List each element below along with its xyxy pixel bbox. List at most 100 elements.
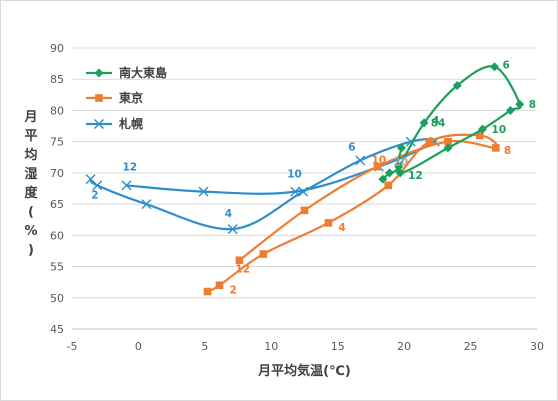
data-point-square <box>425 137 434 146</box>
month-label: 10 <box>492 124 507 136</box>
month-label: 4 <box>338 222 345 234</box>
month-label: 6 <box>348 141 355 153</box>
data-point-square <box>235 256 244 265</box>
x-axis-title: 月平均気温(℃) <box>257 363 351 379</box>
month-label: 12 <box>122 161 137 173</box>
x-tick-label: 30 <box>530 340 544 353</box>
x-tick-label: 25 <box>464 340 478 353</box>
data-point-diamond <box>394 162 404 172</box>
month-label: 2 <box>91 189 98 201</box>
data-point-diamond <box>385 168 395 178</box>
legend-item: 南大東島 <box>86 65 167 80</box>
data-point-x-stroke <box>290 186 301 197</box>
month-label: 4 <box>225 208 232 220</box>
data-point-x <box>290 186 301 197</box>
y-tick-labels: 45 50 55 60 65 70 75 80 85 90 <box>50 42 64 336</box>
y-tick-label: 85 <box>50 73 64 86</box>
legend-item: 東京 <box>86 90 143 105</box>
data-point-x <box>227 224 238 235</box>
month-label: 2 <box>229 284 236 296</box>
series-group <box>85 62 525 296</box>
overlap-label: 20 <box>394 156 409 168</box>
series-square <box>203 131 500 296</box>
data-point-x-stroke <box>141 199 152 210</box>
month-label: 8 <box>529 99 536 111</box>
data-point-x <box>355 155 366 166</box>
legend-label: 札幌 <box>118 116 143 131</box>
x-tick-labels: -5 0 5 10 15 20 25 30 <box>67 340 544 353</box>
legend-label: 南大東島 <box>119 65 167 80</box>
y-tick-label: 60 <box>50 229 64 242</box>
data-point-x-stroke <box>94 119 104 129</box>
data-point-x-stroke <box>227 224 238 235</box>
data-point-x <box>198 186 209 197</box>
x-tick-label: 10 <box>264 340 278 353</box>
y-tick-label: 50 <box>50 292 64 305</box>
data-point-diamond <box>515 99 525 109</box>
data-point-square <box>215 281 224 290</box>
y-axis-title-char: 湿 <box>24 167 37 182</box>
series-x <box>85 136 440 235</box>
data-point-x-stroke <box>92 180 103 191</box>
data-point-diamond <box>489 62 499 72</box>
data-point-x-stroke <box>85 174 96 185</box>
y-tick-label: 80 <box>50 104 64 117</box>
x-tick-label: 20 <box>397 340 411 353</box>
data-point-square <box>259 250 268 258</box>
data-point-diamond <box>395 168 405 178</box>
data-point-x <box>94 119 104 129</box>
data-point-diamond <box>443 143 453 153</box>
y-tick-label: 70 <box>50 167 64 180</box>
month-label: 8 <box>504 145 511 157</box>
y-axis-title-char: ( <box>28 205 34 220</box>
data-point-x-stroke <box>355 155 366 166</box>
data-point-diamond <box>94 68 104 78</box>
month-label: 12 <box>235 263 250 275</box>
data-point-x-stroke <box>298 186 309 197</box>
x-tick-label: 5 <box>201 340 208 353</box>
data-point-x-stroke <box>198 186 209 197</box>
month-label: 4 <box>432 115 439 127</box>
data-point-square <box>373 162 382 171</box>
series-line <box>89 137 437 231</box>
data-point-diamond <box>378 174 388 184</box>
data-point-x <box>141 199 152 210</box>
month-label: 12 <box>408 170 423 182</box>
legend-item: 札幌 <box>86 116 143 131</box>
data-point-diamond <box>452 80 462 90</box>
data-point-x-stroke <box>121 180 132 191</box>
data-point-square <box>324 219 333 227</box>
y-axis-title-char: 度 <box>24 185 38 201</box>
x-tick-label: 0 <box>135 340 142 353</box>
legend-label: 東京 <box>119 90 143 105</box>
month-label: 10 <box>287 169 302 181</box>
series-diamond <box>378 62 525 184</box>
data-point-diamond <box>478 124 488 134</box>
y-axis-title-char: 平 <box>24 129 37 144</box>
month-labels: 2 4 6 10 12 2 4 8 10 12 4 6 8 10 12 20 84 <box>91 60 536 297</box>
month-label: 10 <box>372 155 387 167</box>
data-point-square <box>444 137 452 146</box>
data-point-diamond <box>419 118 429 128</box>
y-tick-label: 45 <box>50 323 64 336</box>
y-axis-title-char: ) <box>28 243 34 258</box>
data-point-x <box>298 186 309 197</box>
data-point-square <box>203 287 212 296</box>
y-axis-title-char: % <box>24 224 37 239</box>
x-tick-label: 15 <box>331 340 345 353</box>
y-tick-label: 55 <box>50 261 64 274</box>
y-tick-label: 65 <box>50 198 64 211</box>
data-point-diamond <box>396 143 406 153</box>
y-axis-title-char: 均 <box>24 147 37 163</box>
series-line <box>207 133 499 293</box>
data-point-x <box>121 180 132 191</box>
data-point-diamond <box>505 105 515 115</box>
data-point-square <box>476 131 484 140</box>
data-point-square <box>300 206 309 215</box>
data-point-x <box>92 180 103 191</box>
y-tick-label: 90 <box>50 42 64 55</box>
